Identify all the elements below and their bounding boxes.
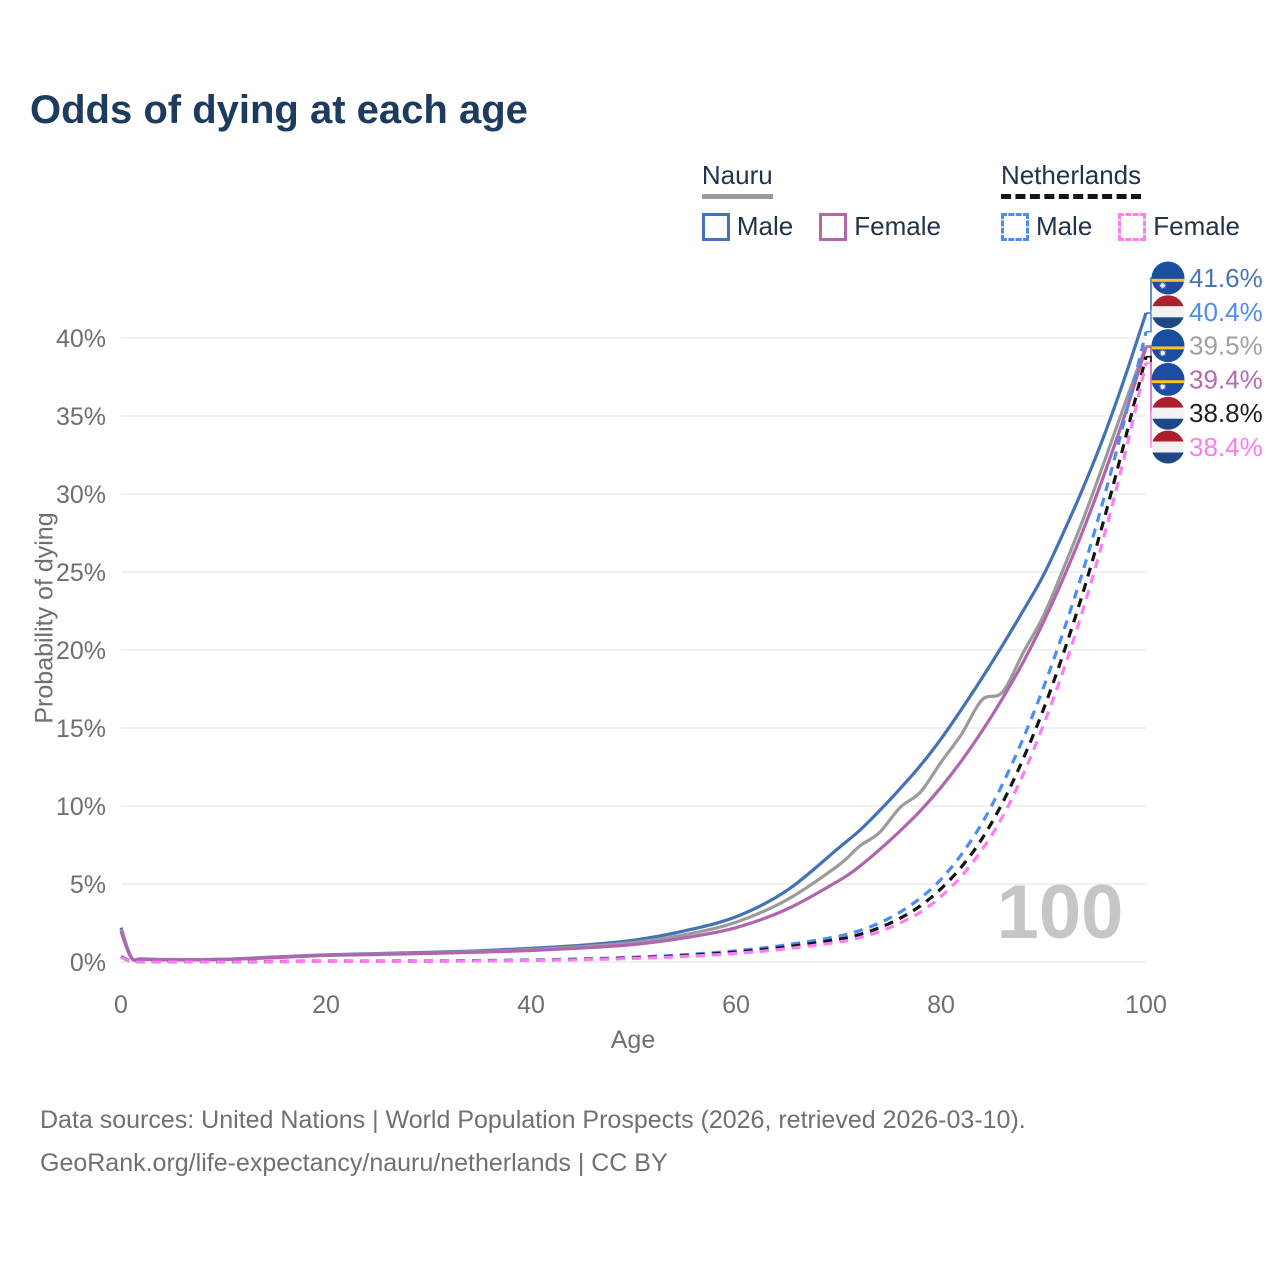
y-tick-label: 25% <box>56 559 106 587</box>
y-tick-label: 5% <box>70 871 106 899</box>
netherlands-flag-icon <box>1151 430 1185 464</box>
x-tick-label: 0 <box>114 991 128 1019</box>
x-tick-label: 100 <box>1125 991 1167 1019</box>
netherlands-flag-icon <box>1151 295 1185 329</box>
end-value-label: 40.4% <box>1189 297 1263 327</box>
series-line-nauru-female[interactable] <box>119 346 1148 962</box>
y-axis-title: Probability of dying <box>30 512 59 724</box>
legend-item-netherlands-male[interactable]: Male <box>1000 211 1093 242</box>
line-swatch-icon <box>1118 212 1147 241</box>
legend-group-title-netherlands[interactable]: Netherlands <box>1000 160 1142 199</box>
nauru-flag-icon <box>1151 261 1185 295</box>
end-value-label: 39.4% <box>1189 364 1263 394</box>
series-line-nauru-both-sexes[interactable] <box>119 345 1148 962</box>
y-tick-label: 0% <box>70 949 106 977</box>
x-axis-title: Age <box>610 1026 656 1054</box>
y-tick-label: 20% <box>56 637 106 665</box>
x-tick-label: 60 <box>722 991 750 1019</box>
label-connector <box>1146 277 1153 314</box>
end-value-label: 39.5% <box>1189 331 1263 361</box>
legend-group-netherlands: Netherlands Male Female <box>1000 160 1240 242</box>
legend-group-title-nauru[interactable]: Nauru <box>701 160 773 199</box>
legend-item-netherlands-female[interactable]: Female <box>1118 211 1240 242</box>
y-tick-label: 15% <box>56 715 106 743</box>
line-swatch-icon <box>1000 212 1029 241</box>
x-tick-label: 20 <box>312 991 340 1019</box>
legend-item-label: Male <box>1035 211 1093 241</box>
y-tick-label: 40% <box>56 325 106 353</box>
nauru-flag-icon <box>1151 362 1185 396</box>
legend-item-label: Female <box>1153 211 1240 241</box>
nauru-flag-icon <box>1151 329 1185 363</box>
footer-attribution: GeoRank.org/life-expectancy/nauru/nether… <box>40 1149 668 1177</box>
end-value-label: 38.8% <box>1189 398 1263 428</box>
series-line-netherlands-male[interactable] <box>120 331 1148 964</box>
y-tick-label: 10% <box>56 793 106 821</box>
end-value-label: 38.4% <box>1189 432 1263 462</box>
y-tick-label: 35% <box>56 403 106 431</box>
line-swatch-icon <box>819 212 848 241</box>
legend-item-nauru-male[interactable]: Male <box>701 211 794 242</box>
line-swatch-icon <box>701 212 730 241</box>
x-tick-label: 80 <box>927 991 955 1019</box>
legend-item-nauru-female[interactable]: Female <box>819 211 941 242</box>
label-connector <box>1146 362 1153 448</box>
legend-group-nauru: Nauru Male Female <box>701 160 941 242</box>
hover-age-watermark: 100 <box>997 870 1124 955</box>
legend: Nauru Male Female Netherlands Male Femal… <box>701 160 1240 242</box>
footer-data-sources: Data sources: United Nations | World Pop… <box>40 1106 1026 1134</box>
legend-item-label: Male <box>736 211 794 241</box>
footer: Data sources: United Nations | World Pop… <box>40 1106 1026 1192</box>
x-tick-label: 40 <box>517 991 545 1019</box>
legend-item-label: Female <box>854 211 941 241</box>
netherlands-flag-icon <box>1151 396 1185 430</box>
series-line-nauru-male[interactable] <box>119 312 1148 962</box>
series-line-netherlands-female[interactable] <box>120 362 1148 964</box>
page-title: Odds of dying at each age <box>30 88 528 132</box>
y-tick-label: 30% <box>56 481 106 509</box>
end-value-label: 41.6% <box>1189 263 1263 293</box>
